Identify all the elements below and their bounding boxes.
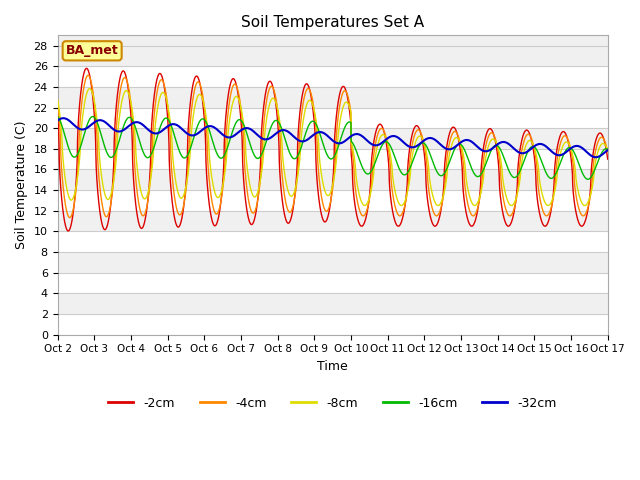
Bar [58, 211, 608, 231]
Bar [58, 190, 608, 211]
Title: Soil Temperatures Set A: Soil Temperatures Set A [241, 15, 424, 30]
Bar [58, 66, 608, 87]
Bar [58, 314, 608, 335]
Legend: -2cm, -4cm, -8cm, -16cm, -32cm: -2cm, -4cm, -8cm, -16cm, -32cm [104, 392, 562, 415]
Bar [58, 273, 608, 293]
Bar [58, 108, 608, 128]
Bar [58, 231, 608, 252]
Bar [58, 293, 608, 314]
Bar [58, 169, 608, 190]
Bar [58, 87, 608, 108]
Bar [58, 252, 608, 273]
Y-axis label: Soil Temperature (C): Soil Temperature (C) [15, 120, 28, 249]
Text: BA_met: BA_met [66, 44, 118, 57]
Bar [58, 149, 608, 169]
Bar [58, 46, 608, 66]
X-axis label: Time: Time [317, 360, 348, 373]
Bar [58, 128, 608, 149]
